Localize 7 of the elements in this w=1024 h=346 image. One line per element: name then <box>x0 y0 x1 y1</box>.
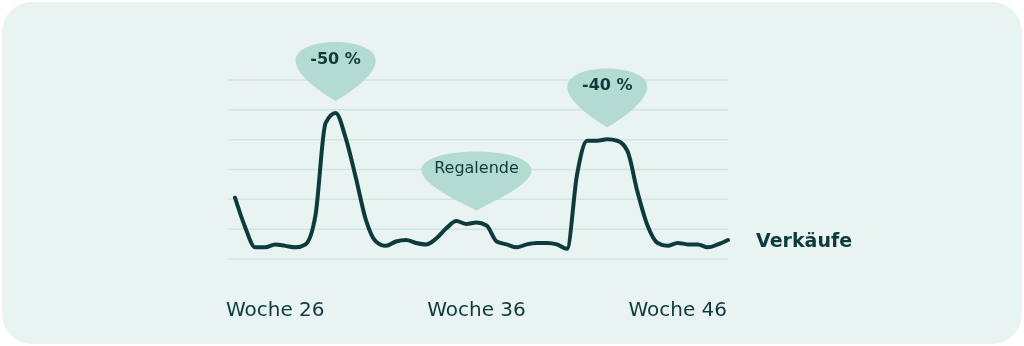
annotation: -50 % <box>310 48 361 68</box>
x-tick-label: Woche 46 <box>628 297 728 321</box>
x-tick-label: Woche 36 <box>427 297 526 321</box>
annotation: Regalende <box>434 158 519 178</box>
annotation: -40 % <box>582 75 633 95</box>
series-label: Verkäufe <box>756 229 853 252</box>
x-tick-label: Woche 26 <box>225 297 325 321</box>
